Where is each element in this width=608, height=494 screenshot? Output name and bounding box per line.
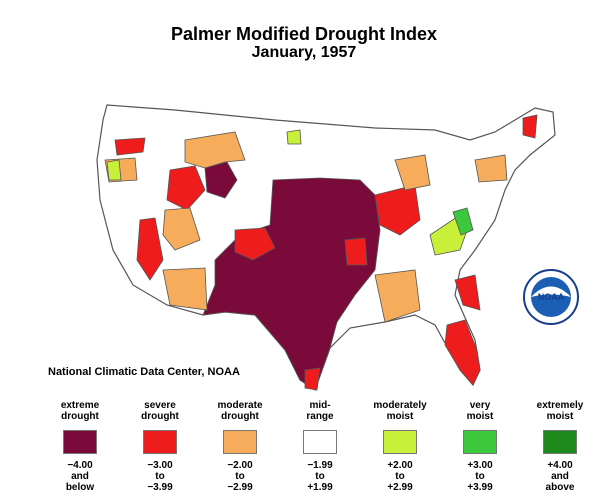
region-very-moist-virginia [452, 207, 474, 236]
legend-label: moderate [217, 400, 263, 411]
legend-label: extremely [536, 400, 584, 411]
region-extreme-drought-wyoming [204, 161, 238, 199]
region-severe-drought-colorado [234, 227, 276, 261]
region-severe-drought-california [136, 217, 164, 281]
region-severe-drought-florida [444, 319, 481, 386]
legend-label: drought [221, 411, 259, 422]
legend-swatch [543, 430, 577, 454]
legend-range: +3.99 [467, 482, 493, 493]
legend-label: very [469, 400, 491, 411]
region-severe-drought-south-carolina [454, 274, 481, 311]
legend: extreme drought −4.00 and below severe droug… [40, 400, 600, 494]
region-moderate-drought-great-lakes [394, 154, 431, 191]
legend-range: +3.00 [467, 460, 493, 471]
region-severe-drought-maine [522, 114, 538, 139]
legend-label: moderately [373, 400, 427, 411]
legend-label: drought [61, 411, 99, 422]
legend-label: drought [141, 411, 179, 422]
legend-range: to [155, 471, 165, 482]
legend-item-extremely-moist: extremely moist +4.00 and above [520, 400, 600, 493]
legend-range: −3.99 [147, 482, 173, 493]
legend-range: to [315, 471, 325, 482]
region-moderately-moist-north-dakota [286, 129, 302, 145]
legend-range: +2.99 [387, 482, 413, 493]
region-moderate-drought-montana [184, 131, 246, 169]
region-severe-drought-idaho [166, 165, 206, 211]
region-extreme-drought-plains [202, 177, 381, 391]
region-severe-drought-texas-coast [304, 367, 321, 391]
legend-item-mid-range: mid-range −1.99 to +1.99 [280, 400, 360, 493]
legend-range: +4.00 [547, 460, 573, 471]
legend-range: to [475, 471, 485, 482]
legend-label: range [306, 411, 334, 422]
legend-label: severe [144, 400, 176, 411]
legend-range: to [235, 471, 245, 482]
legend-range: −4.00 [67, 460, 93, 471]
legend-label: mid- [309, 400, 331, 411]
legend-item-extreme-drought: extreme drought −4.00 and below [40, 400, 120, 493]
legend-range: −2.00 [227, 460, 253, 471]
legend-range: +1.99 [307, 482, 333, 493]
legend-range: −3.00 [147, 460, 173, 471]
region-moderately-moist-oregon [106, 159, 122, 181]
credit-line: National Climatic Data Center, NOAA [48, 366, 240, 378]
legend-swatch [383, 430, 417, 454]
legend-swatch [223, 430, 257, 454]
map-subtitle: January, 1957 [251, 44, 357, 61]
drought-map [96, 104, 556, 391]
legend-swatch [63, 430, 97, 454]
region-moderate-drought-arizona [162, 267, 208, 311]
noaa-logo-icon: NOAA [523, 269, 579, 325]
legend-range: +2.00 [387, 460, 413, 471]
legend-label: moist [546, 411, 574, 422]
legend-range: below [65, 482, 95, 493]
legend-swatch [463, 430, 497, 454]
legend-swatch [143, 430, 177, 454]
legend-range: −2.99 [227, 482, 253, 493]
legend-item-severe-drought: severe drought −3.00 to −3.99 [120, 400, 200, 493]
legend-range: and [71, 471, 89, 482]
legend-item-moderate-drought: moderate drought −2.00 to −2.99 [200, 400, 280, 493]
legend-item-moderately-moist: moderately moist +2.00 to +2.99 [360, 400, 440, 493]
legend-range: above [545, 482, 575, 493]
region-moderate-drought-utah [162, 207, 201, 251]
map-title: Palmer Modified Drought Index [170, 24, 438, 44]
legend-label: moist [386, 411, 414, 422]
region-moderate-drought-northeast [474, 154, 508, 183]
noaa-logo-text: NOAA [538, 292, 565, 302]
legend-label: moist [466, 411, 494, 422]
legend-label: extreme [60, 400, 100, 411]
legend-range: −1.99 [307, 460, 333, 471]
legend-item-very-moist: very moist +3.00 to +3.99 [440, 400, 520, 493]
region-moderate-drought-southeast [374, 269, 421, 323]
region-severe-drought-washington [114, 137, 146, 156]
legend-range: to [395, 471, 405, 482]
region-severe-drought-arkansas [344, 237, 368, 266]
legend-swatch [303, 430, 337, 454]
legend-range: and [551, 471, 569, 482]
